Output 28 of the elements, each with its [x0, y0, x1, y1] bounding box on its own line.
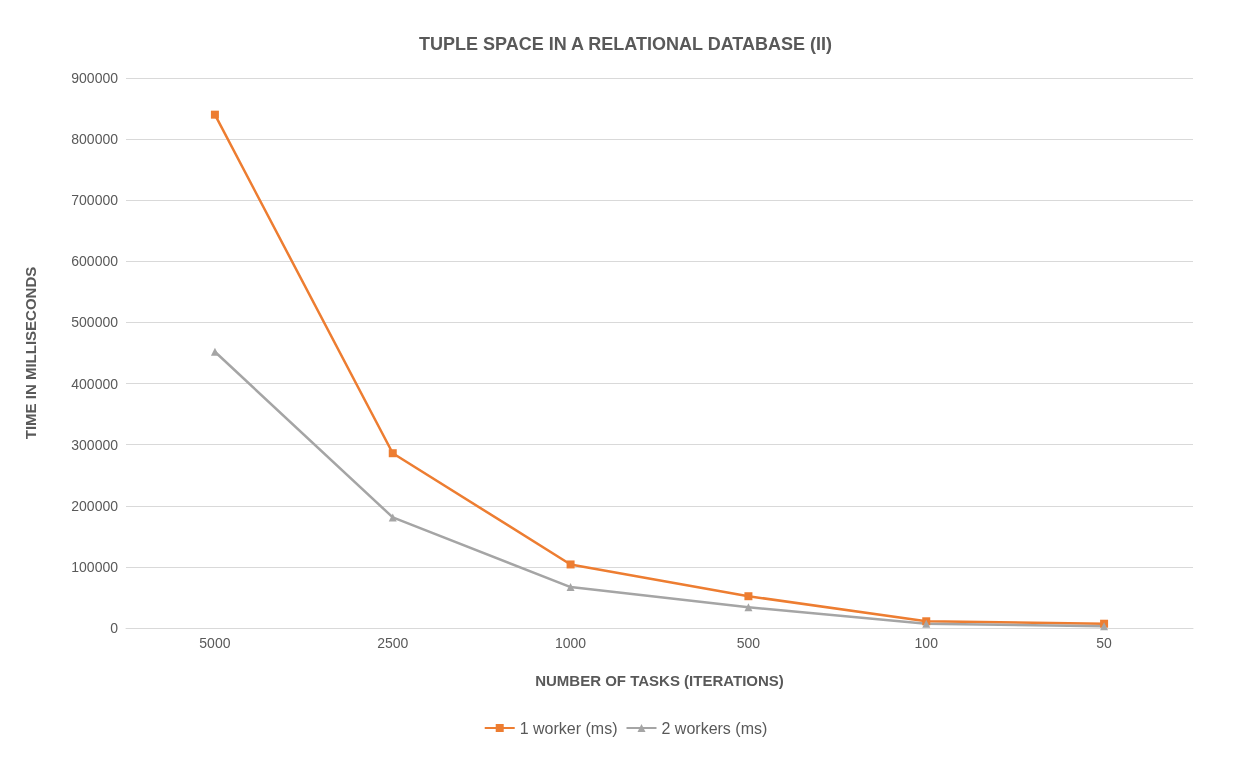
y-tick-label: 0: [110, 620, 119, 636]
y-axis-title: TIME IN MILLISECONDS: [22, 266, 39, 440]
x-tick-label: 500: [736, 635, 761, 651]
legend-label: 1 worker (ms): [519, 719, 618, 737]
point: [388, 449, 397, 458]
x-tick-label: 5000: [199, 635, 231, 651]
point: [744, 592, 753, 601]
legend-label: 2 workers (ms): [661, 719, 768, 737]
y-tick-label: 400000: [71, 375, 119, 392]
y-tick-label: 100000: [71, 558, 119, 575]
y-tick-label: 800000: [71, 131, 119, 148]
x-tick-label: 50: [1096, 635, 1113, 651]
x-tick-label: 2500: [377, 635, 409, 651]
y-tick-label: 200000: [71, 497, 119, 514]
y-tick-label: 600000: [71, 253, 119, 270]
x-tick-label: 100: [914, 635, 939, 651]
y-tick-label: 700000: [71, 192, 119, 209]
point: [566, 560, 575, 569]
y-tick-label: 500000: [71, 314, 119, 331]
x-axis-title: NUMBER OF TASKS (ITERATIONS): [535, 672, 784, 689]
y-tick-label: 300000: [71, 436, 119, 453]
point: [210, 347, 219, 356]
point: [744, 603, 753, 612]
point: [210, 110, 219, 119]
y-tick-label: 900000: [71, 70, 119, 86]
point: [566, 583, 575, 592]
chart-title: TUPLE SPACE IN A RELATIONAL DATABASE (II): [419, 34, 832, 54]
x-tick-label: 1000: [555, 635, 587, 651]
